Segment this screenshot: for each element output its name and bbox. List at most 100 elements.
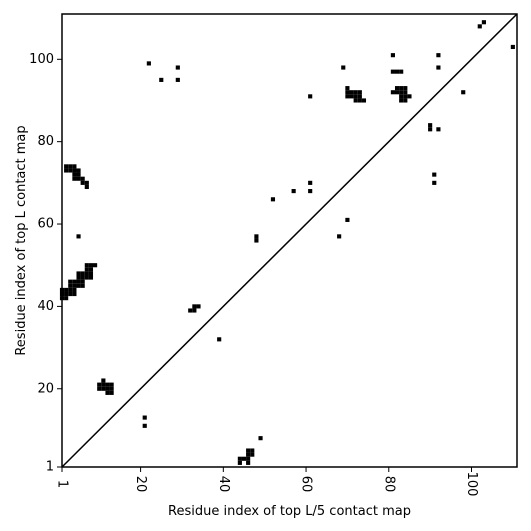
contact-point [291, 189, 296, 194]
contact-point [101, 386, 106, 391]
contact-point [345, 217, 350, 222]
contact-point [76, 283, 81, 288]
contact-point [217, 337, 222, 342]
contact-point [394, 90, 400, 95]
contact-point [403, 86, 408, 91]
contact-point [88, 271, 94, 276]
contact-point [80, 279, 85, 284]
contact-point [64, 168, 69, 173]
contact-point [192, 304, 197, 309]
contact-markers [59, 20, 515, 465]
contact-point [510, 44, 515, 50]
contact-point [142, 415, 147, 420]
contact-point [353, 98, 358, 103]
contact-point [76, 172, 81, 177]
contact-point [175, 65, 180, 70]
contact-point [250, 448, 255, 453]
contact-point [432, 172, 437, 177]
contact-point [390, 53, 395, 58]
x-axis-label: Residue index of top L/5 contact map [168, 504, 411, 519]
y-tick-label: 100 [29, 52, 54, 67]
contact-point [481, 20, 486, 25]
contact-point [192, 308, 197, 313]
contact-point [76, 176, 81, 181]
contact-point [175, 77, 180, 82]
contact-point [345, 90, 350, 95]
contact-point [246, 460, 251, 465]
contact-point [72, 279, 77, 284]
contact-point [196, 304, 201, 309]
contact-point [246, 452, 251, 457]
x-tick-label: 40 [216, 476, 231, 493]
contact-point [80, 271, 85, 276]
contact-point [337, 234, 342, 239]
contact-point [237, 456, 242, 461]
contact-point [461, 90, 466, 95]
contact-point [109, 390, 114, 395]
contact-point [64, 291, 69, 297]
contact-point [345, 86, 350, 91]
contact-point [105, 382, 110, 387]
contact-point [399, 98, 404, 103]
y-axis-ticks: 1 20 40 60 80 100 [29, 52, 62, 475]
contact-point [88, 263, 94, 268]
y-tick-label: 40 [37, 299, 54, 314]
contact-point [341, 65, 346, 70]
contact-point [353, 94, 358, 99]
contact-point [72, 168, 77, 173]
contact-point [105, 390, 110, 395]
contact-point [68, 168, 73, 173]
contact-point [72, 164, 77, 169]
contact-point [80, 176, 85, 181]
contact-point [399, 90, 404, 95]
contact-point [477, 24, 482, 29]
x-axis-ticks: 1 20 40 60 80 100 [55, 467, 479, 496]
contact-point [345, 94, 350, 99]
contact-point [80, 275, 85, 280]
contact-point [80, 283, 85, 288]
plot-frame [61, 13, 518, 468]
contact-point [357, 94, 362, 99]
contact-point [428, 123, 433, 128]
x-tick-label: 20 [133, 476, 148, 493]
contact-point [76, 234, 81, 239]
contact-point [390, 69, 395, 74]
contact-point [72, 287, 77, 292]
x-tick-label: 60 [299, 476, 314, 493]
contact-point [72, 176, 77, 181]
contact-point [68, 164, 73, 169]
contact-point [254, 234, 259, 239]
contact-point [84, 184, 89, 190]
contact-point [68, 287, 73, 292]
contact-point [64, 287, 69, 292]
contact-point [436, 65, 441, 70]
contact-point [76, 168, 81, 173]
contact-point [241, 456, 247, 461]
contact-point [403, 98, 408, 103]
contact-point [109, 386, 114, 391]
contact-point [308, 180, 313, 185]
contact-point [76, 275, 81, 280]
contact-point [357, 98, 362, 103]
y-tick-label: 20 [37, 381, 54, 396]
x-tick-label: 80 [381, 476, 396, 493]
contact-point [84, 180, 89, 185]
contact-point [432, 180, 437, 185]
contact-point [80, 180, 85, 185]
contact-point [88, 275, 94, 280]
contact-point [349, 94, 354, 99]
contact-point [84, 271, 89, 276]
x-tick-label: 1 [55, 480, 70, 488]
contact-point [254, 238, 259, 243]
contact-point [88, 267, 94, 272]
contact-point [68, 283, 73, 288]
contact-point [270, 197, 276, 202]
contact-point [403, 94, 408, 99]
contact-point [394, 86, 400, 91]
contact-point [97, 382, 102, 387]
contact-point [436, 127, 441, 132]
contact-point [76, 271, 81, 276]
diagonal-line [61, 13, 518, 468]
contact-point [353, 90, 358, 95]
contact-point [246, 448, 251, 453]
